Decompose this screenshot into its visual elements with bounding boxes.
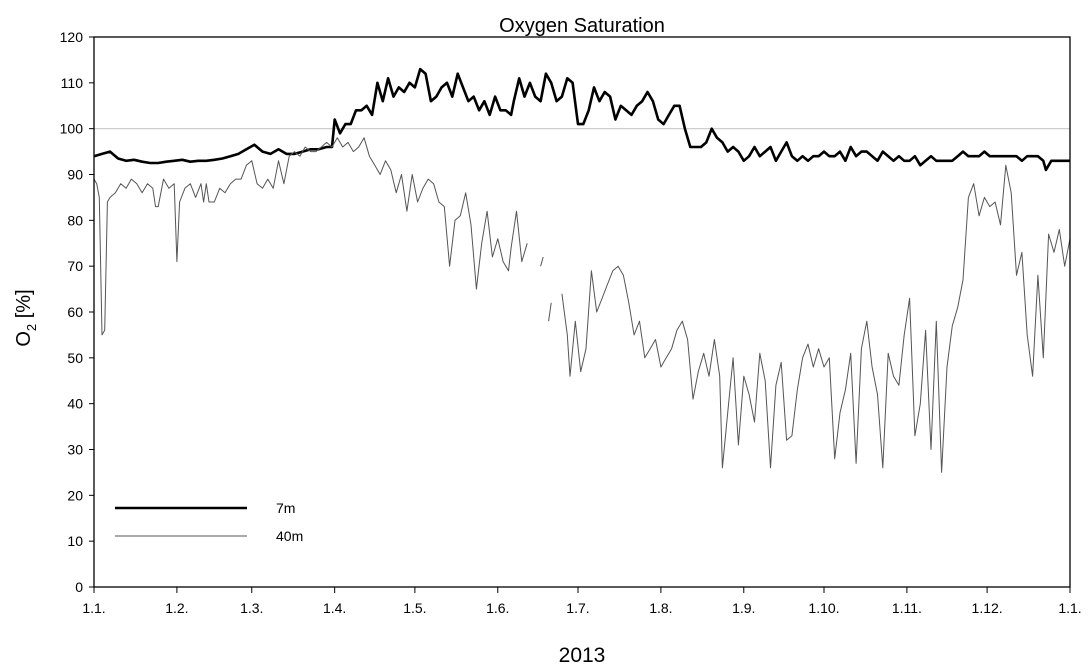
x-tick-label: 1.5.: [403, 600, 426, 616]
x-tick-label: 1.12.: [972, 600, 1003, 616]
x-axis: 1.1. 1.2. 1.3. 1.4. 1.5. 1.6. 1.7. 1.8. 1.9. 1.10…: [82, 587, 1082, 616]
series-line-7m: [93, 67, 1070, 172]
y-tick-label: 30: [67, 442, 83, 458]
plot-frame: [93, 36, 1071, 588]
x-tick-label: 1.4.: [323, 600, 346, 616]
y-tick-label: 120: [60, 29, 84, 45]
y-axis-label-unit: [%]: [13, 289, 35, 323]
y-tick-label: 100: [60, 121, 84, 137]
legend-label-40m: 40m: [276, 528, 303, 544]
x-tick-label: 1.2.: [165, 600, 188, 616]
x-tick-label: 1.6.: [486, 600, 509, 616]
x-tick-label: 1.7.: [566, 600, 589, 616]
y-tick-label: 70: [67, 258, 83, 274]
x-tick-label: 1.1.: [82, 600, 105, 616]
y-tick-label: 50: [67, 350, 83, 366]
x-tick-label: 1.9.: [732, 600, 755, 616]
y-axis-label-main: O: [13, 331, 35, 347]
y-tick-label: 20: [67, 487, 83, 503]
y-axis-label: O2 [%]: [13, 289, 39, 346]
x-tick-label: 1.10.: [808, 600, 839, 616]
y-tick-label: 60: [67, 304, 83, 320]
y-tick-label: 90: [67, 167, 83, 183]
series-lines: [93, 67, 1071, 473]
y-tick-label: 0: [75, 579, 83, 595]
y-tick-label: 10: [67, 533, 83, 549]
x-tick-label: 1.11.: [892, 600, 922, 616]
x-tick-label: 1.8.: [649, 600, 672, 616]
series-line-40m: [93, 137, 1071, 473]
y-axis-label-subscript: 2: [24, 324, 39, 331]
y-tick-label: 40: [67, 396, 83, 412]
y-axis: 0 10 20 30 40 50 60 70 80 90 100 110 120: [60, 29, 94, 595]
x-tick-label: 1.3.: [240, 600, 263, 616]
legend-label-7m: 7m: [276, 500, 295, 516]
x-axis-label: 2013: [559, 644, 606, 664]
legend: 7m 40m: [115, 500, 303, 544]
y-tick-label: 110: [61, 75, 84, 91]
y-tick-label: 80: [67, 212, 83, 228]
x-tick-label: 1.1.: [1058, 600, 1081, 616]
chart-title: Oxygen Saturation: [499, 15, 665, 37]
